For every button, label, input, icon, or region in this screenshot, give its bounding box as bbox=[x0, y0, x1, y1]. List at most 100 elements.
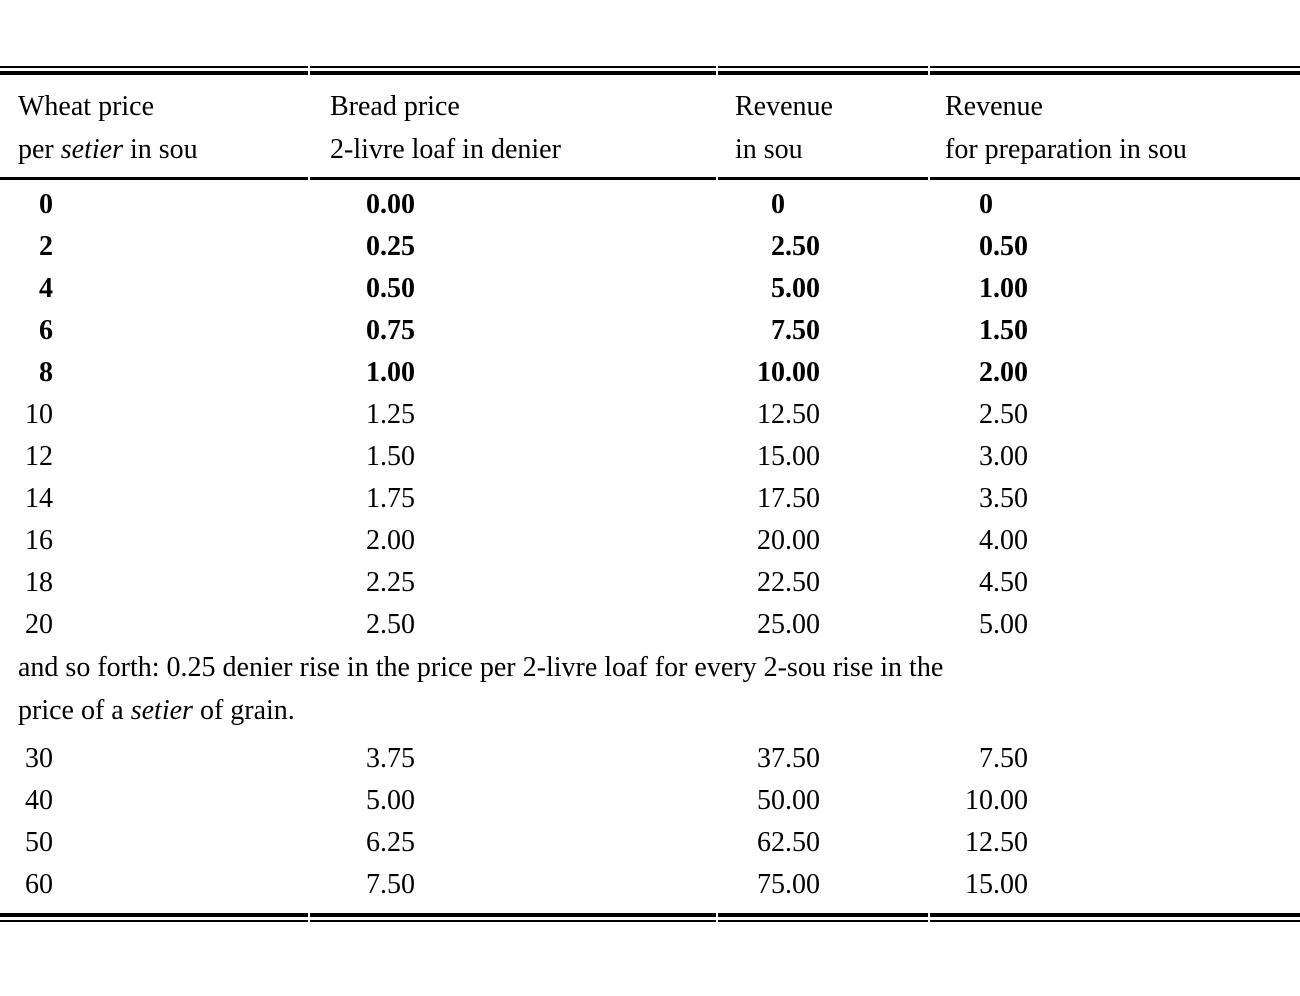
cell-value: 40 bbox=[13, 780, 53, 822]
table-cell: 0.50 bbox=[310, 268, 717, 310]
cell-number: 15.00 bbox=[757, 441, 820, 472]
cell-number: 0.00 bbox=[366, 189, 415, 220]
cell-number: 4.00 bbox=[979, 525, 1028, 556]
header-line-2: per setier in sou bbox=[18, 128, 310, 171]
table-cell: 0.00 bbox=[929, 184, 1300, 226]
table-row: 2 0.25 2.50 0.50 bbox=[0, 226, 1300, 268]
table-cell: 5.00 bbox=[310, 780, 717, 822]
table-cell: 2.50 bbox=[929, 394, 1300, 436]
column-header: Revenue for preparation in sou bbox=[929, 85, 1300, 171]
cell-value: 20.00 bbox=[732, 520, 820, 562]
table-cell: 2.00 bbox=[310, 520, 717, 562]
cell-number: 4.50 bbox=[979, 567, 1028, 598]
cell-number: 22.50 bbox=[757, 567, 820, 598]
cell-value: 3.00 bbox=[940, 436, 1028, 478]
cell-value: 4 bbox=[13, 268, 53, 310]
rule-segment bbox=[930, 177, 1300, 180]
cell-number: 20 bbox=[25, 609, 53, 640]
table-cell: 16 bbox=[0, 520, 310, 562]
cell-value: 1.25 bbox=[327, 394, 415, 436]
cell-value: 4.00 bbox=[940, 520, 1028, 562]
cell-number: 20.00 bbox=[757, 525, 820, 556]
rule-segment bbox=[718, 177, 928, 180]
rule-segment bbox=[718, 913, 928, 922]
cell-value: 16 bbox=[13, 520, 53, 562]
cell-value: 1.00 bbox=[327, 352, 415, 394]
cell-number: 4 bbox=[39, 273, 53, 304]
table-cell: 12.50 bbox=[717, 394, 929, 436]
table-cell: 75.00 bbox=[717, 864, 929, 906]
table-cell: 3.00 bbox=[929, 436, 1300, 478]
cell-value: 2 bbox=[13, 226, 53, 268]
cell-value: 3.50 bbox=[940, 478, 1028, 520]
table-cell: 40 bbox=[0, 780, 310, 822]
table-cell: 1.50 bbox=[929, 310, 1300, 352]
cell-number: 15.00 bbox=[965, 869, 1028, 900]
table-cell: 5.00 bbox=[717, 268, 929, 310]
cell-number: 7.50 bbox=[366, 869, 415, 900]
cell-value: 50.00 bbox=[732, 780, 820, 822]
cell-value: 2.50 bbox=[732, 226, 820, 268]
cell-value: 18 bbox=[13, 562, 53, 604]
table-cell: 2 bbox=[0, 226, 310, 268]
cell-number: 2.00 bbox=[979, 357, 1028, 388]
header-line-2: in sou bbox=[735, 128, 929, 171]
table-note: and so forth: 0.25 denier rise in the pr… bbox=[0, 646, 1300, 732]
cell-value: 5.00 bbox=[327, 780, 415, 822]
cell-number: 3.75 bbox=[366, 743, 415, 774]
cell-number: 6 bbox=[39, 315, 53, 346]
table-cell: 20 bbox=[0, 604, 310, 646]
cell-value: 37.50 bbox=[732, 738, 820, 780]
column-header: Revenue in sou bbox=[717, 85, 929, 171]
cell-value: 30 bbox=[13, 738, 53, 780]
note-text: and so forth: 0.25 denier rise in the pr… bbox=[18, 652, 944, 683]
table-header: Wheat price per setier in sou Bread price 2… bbox=[0, 75, 1300, 177]
cell-number: 50 bbox=[25, 827, 53, 858]
cell-number: 7.50 bbox=[771, 315, 820, 346]
cell-number: 2.50 bbox=[979, 399, 1028, 430]
cell-value: 0.50 bbox=[940, 226, 1028, 268]
rule-segment bbox=[0, 66, 308, 75]
cell-value: 2.50 bbox=[940, 394, 1028, 436]
table-cell: 12.50 bbox=[929, 822, 1300, 864]
cell-number: 40 bbox=[25, 785, 53, 816]
cell-value: 62.50 bbox=[732, 822, 820, 864]
cell-value: 6 bbox=[13, 310, 53, 352]
table-row: 4 0.50 5.00 1.00 bbox=[0, 268, 1300, 310]
header-text: in sou bbox=[122, 134, 198, 165]
table-row: 6 0.75 7.50 1.50 bbox=[0, 310, 1300, 352]
header-line-1: Wheat price bbox=[18, 91, 155, 122]
header-line-2: for preparation in sou bbox=[945, 128, 1300, 171]
cell-value: 0 bbox=[13, 184, 53, 226]
table-cell: 0.50 bbox=[929, 226, 1300, 268]
cell-number: 0 bbox=[39, 189, 53, 220]
cell-value: 5.00 bbox=[732, 268, 820, 310]
header-line-2: 2-livre loaf in denier bbox=[330, 128, 717, 171]
cell-number: 10.00 bbox=[757, 357, 820, 388]
cell-value: 15.00 bbox=[940, 864, 1028, 906]
table-cell: 1.00 bbox=[929, 268, 1300, 310]
column-header: Wheat price per setier in sou bbox=[0, 85, 310, 171]
cell-number: 12.50 bbox=[965, 827, 1028, 858]
table-row: 00.000.000.00 bbox=[0, 184, 1300, 226]
cell-number: 12 bbox=[25, 441, 53, 472]
cell-number: 0.25 bbox=[366, 231, 415, 262]
cell-value: 10.00 bbox=[940, 780, 1028, 822]
table-cell: 6 bbox=[0, 310, 310, 352]
cell-number: 30 bbox=[25, 743, 53, 774]
rule-segment bbox=[718, 66, 928, 75]
cell-value: 12.50 bbox=[940, 822, 1028, 864]
rule-segment bbox=[310, 913, 716, 922]
cell-number: 14 bbox=[25, 483, 53, 514]
cell-number: 25.00 bbox=[757, 609, 820, 640]
table-cell: 1.50 bbox=[310, 436, 717, 478]
table-cell: 0.00 bbox=[717, 184, 929, 226]
cell-value: 0.00 bbox=[327, 184, 415, 226]
table-cell: 25.00 bbox=[717, 604, 929, 646]
cell-number: 12.50 bbox=[757, 399, 820, 430]
cell-number: 8 bbox=[39, 357, 53, 388]
cell-number: 5.00 bbox=[366, 785, 415, 816]
cell-value: 4.50 bbox=[940, 562, 1028, 604]
table-cell: 7.50 bbox=[310, 864, 717, 906]
